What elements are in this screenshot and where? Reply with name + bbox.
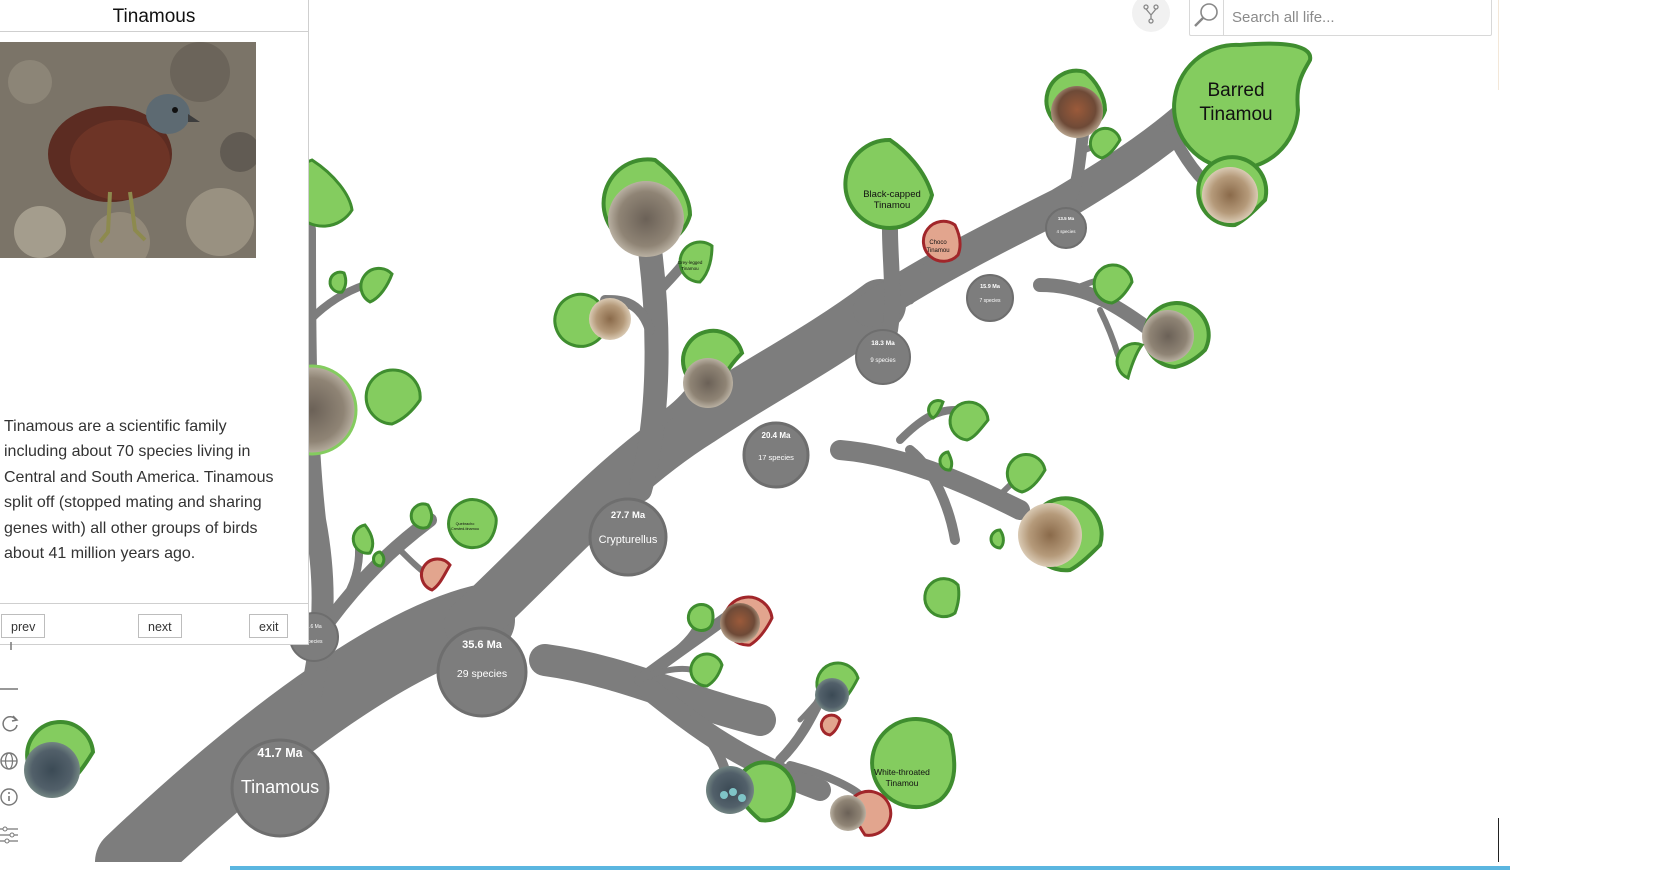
svg-text:Tinamou: Tinamou bbox=[886, 778, 919, 788]
panel-description: Tinamous are a scientific family includi… bbox=[4, 418, 274, 563]
svg-text:Quebracho: Quebracho bbox=[456, 522, 475, 526]
leaf-photo-tinamou-eggs[interactable] bbox=[706, 760, 796, 823]
prev-button[interactable]: prev bbox=[1, 614, 46, 638]
svg-text:4 species: 4 species bbox=[1056, 229, 1076, 234]
svg-text:18.3 Ma: 18.3 Ma bbox=[871, 340, 895, 347]
node-9-species[interactable]: 18.3 Ma 9 species bbox=[855, 329, 911, 385]
leaf-choco-tinamou[interactable]: Choco Tinamou bbox=[921, 219, 962, 263]
leaf-black-capped-tinamou[interactable]: Black-capped Tinamou bbox=[843, 137, 935, 230]
node-17-species[interactable]: 20.4 Ma 17 species bbox=[742, 421, 810, 489]
leaf-photo-tinamou-f[interactable] bbox=[681, 328, 745, 408]
svg-text:Tinamou: Tinamou bbox=[926, 248, 949, 254]
svg-text:Crypturellus: Crypturellus bbox=[599, 534, 658, 546]
leaf-grey-legged-tinamou[interactable]: Grey-legged Tinamou bbox=[678, 240, 714, 284]
leaf-photo-tinamou-i[interactable] bbox=[815, 661, 860, 712]
svg-text:7 species: 7 species bbox=[979, 298, 1001, 304]
tree-options-button[interactable] bbox=[1132, 0, 1170, 32]
svg-text:27.7 Ma: 27.7 Ma bbox=[611, 510, 646, 521]
leaf-photo-tinamou-a[interactable] bbox=[1044, 68, 1108, 138]
zoom-out-icon[interactable] bbox=[0, 678, 22, 700]
svg-text:White-throated: White-throated bbox=[874, 767, 930, 777]
svg-text:35.6 Ma: 35.6 Ma bbox=[462, 639, 503, 651]
node-tinamous[interactable]: 41.7 Ma Tinamous bbox=[230, 738, 330, 838]
svg-text:17 species: 17 species bbox=[758, 453, 794, 462]
search-icon[interactable] bbox=[1190, 0, 1224, 35]
svg-text:species: species bbox=[306, 639, 323, 645]
search-box bbox=[1189, 0, 1492, 36]
panel-title: Tinamous bbox=[0, 0, 308, 32]
search-input[interactable] bbox=[1230, 3, 1484, 31]
leaf-photo-tinamou-j[interactable] bbox=[830, 789, 893, 837]
svg-text:15.9 Ma: 15.9 Ma bbox=[980, 284, 1001, 290]
svg-text:Choco: Choco bbox=[929, 240, 947, 246]
reset-icon[interactable] bbox=[0, 712, 22, 734]
leaf-photo-tinamou-e[interactable] bbox=[553, 292, 631, 348]
svg-text:20.4 Ma: 20.4 Ma bbox=[762, 431, 791, 440]
svg-text:Tinamou: Tinamou bbox=[874, 200, 911, 211]
leaf-quebracho-tinamou[interactable]: Quebracho Crested-tinamou bbox=[447, 498, 498, 550]
zoom-in-icon[interactable] bbox=[0, 638, 22, 660]
svg-text:5.6 Ma: 5.6 Ma bbox=[306, 624, 322, 630]
bottom-bar bbox=[230, 866, 1510, 870]
svg-text:41.7 Ma: 41.7 Ma bbox=[257, 746, 303, 760]
svg-text:9 species: 9 species bbox=[870, 358, 895, 364]
info-icon[interactable] bbox=[0, 786, 22, 808]
svg-text:Black-capped: Black-capped bbox=[863, 189, 921, 200]
settings-sliders-icon[interactable] bbox=[0, 824, 22, 846]
leaf-photo-tinamou-d[interactable] bbox=[601, 157, 693, 257]
fork-icon bbox=[1143, 4, 1159, 24]
node-7-species[interactable]: 15.9 Ma 7 species bbox=[966, 274, 1014, 322]
info-panel: Tinamous Tinamous are a scientific famil… bbox=[0, 0, 309, 645]
leaf-white-throated-tinamou[interactable]: White-throated Tinamou bbox=[870, 717, 957, 810]
leaf-barred-tinamou[interactable]: Barred Tinamou bbox=[1172, 41, 1313, 171]
svg-text:Crested-tinamou: Crested-tinamou bbox=[451, 527, 479, 531]
leaf-photo-tinamou-g[interactable] bbox=[1018, 496, 1104, 573]
svg-text:Tinamous: Tinamous bbox=[241, 777, 319, 797]
node-29-species[interactable]: 35.6 Ma 29 species bbox=[436, 626, 528, 718]
next-button[interactable]: next bbox=[138, 614, 182, 638]
right-divider bbox=[1498, 0, 1499, 90]
leaf-photo-tinamou-h[interactable] bbox=[720, 595, 774, 647]
svg-text:13.5 Ma: 13.5 Ma bbox=[1058, 216, 1075, 221]
svg-text:Tinamou: Tinamou bbox=[681, 266, 699, 271]
leaf-photo-tinamou-b[interactable] bbox=[1196, 155, 1269, 228]
globe-icon[interactable] bbox=[0, 750, 22, 772]
node-4-species[interactable]: 13.5 Ma 4 species bbox=[1045, 207, 1087, 249]
svg-text:Tinamou: Tinamou bbox=[1199, 104, 1272, 125]
leaf-photo-tinamou-c[interactable] bbox=[1142, 301, 1211, 370]
leaf-small-threatened[interactable] bbox=[419, 557, 842, 737]
panel-photo bbox=[0, 42, 256, 258]
exit-button[interactable]: exit bbox=[249, 614, 289, 638]
svg-text:Barred: Barred bbox=[1207, 80, 1264, 101]
svg-text:29 species: 29 species bbox=[457, 668, 507, 680]
leaf-photo-bottom-left[interactable] bbox=[24, 720, 96, 798]
node-crypturellus[interactable]: 27.7 Ma Crypturellus bbox=[588, 497, 668, 577]
panel-nav: prev next exit bbox=[0, 603, 308, 645]
svg-text:Grey-legged: Grey-legged bbox=[678, 260, 703, 265]
cursor-line bbox=[1498, 818, 1499, 862]
